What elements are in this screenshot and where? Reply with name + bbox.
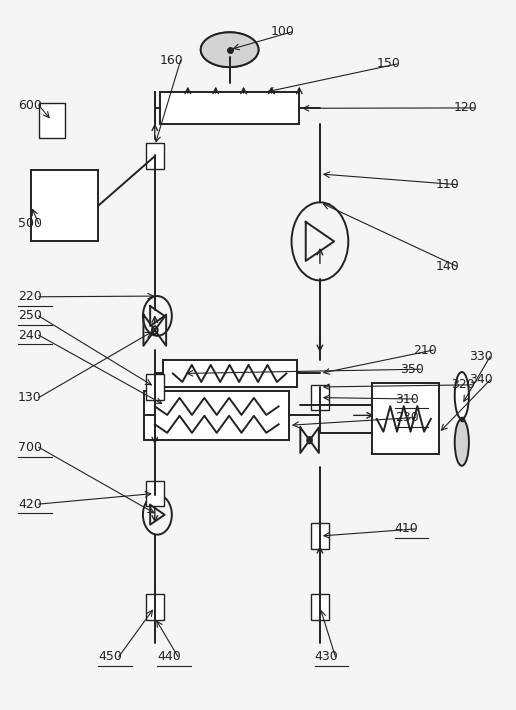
Bar — [311, 523, 329, 549]
Polygon shape — [201, 33, 259, 67]
Bar — [144, 391, 289, 440]
Text: 420: 420 — [18, 498, 42, 510]
Text: 450: 450 — [98, 650, 122, 663]
Bar — [146, 481, 164, 506]
Text: 330: 330 — [470, 350, 493, 363]
Text: 320: 320 — [452, 378, 475, 391]
Text: 230: 230 — [395, 411, 418, 424]
Text: 250: 250 — [18, 310, 42, 322]
Text: 340: 340 — [470, 373, 493, 386]
Text: 600: 600 — [18, 99, 42, 111]
Text: 120: 120 — [454, 102, 478, 114]
Text: 500: 500 — [18, 217, 42, 230]
Ellipse shape — [455, 372, 469, 419]
Bar — [39, 103, 64, 138]
Text: 160: 160 — [160, 54, 184, 67]
Bar — [160, 92, 299, 124]
Text: 440: 440 — [157, 650, 181, 663]
Text: 350: 350 — [400, 363, 424, 376]
Text: 130: 130 — [18, 391, 42, 404]
Polygon shape — [201, 33, 259, 67]
Text: 210: 210 — [413, 344, 437, 356]
Text: 410: 410 — [395, 523, 418, 535]
Text: 700: 700 — [18, 441, 42, 454]
Bar — [31, 170, 98, 241]
Bar — [163, 360, 297, 387]
Text: 430: 430 — [315, 650, 338, 663]
Text: 310: 310 — [395, 393, 418, 405]
Bar — [146, 594, 164, 620]
Bar — [372, 383, 439, 454]
Bar — [311, 594, 329, 620]
Bar — [146, 374, 164, 400]
Bar — [311, 385, 329, 410]
Text: 100: 100 — [271, 26, 295, 38]
Text: 220: 220 — [18, 290, 42, 303]
Text: 240: 240 — [18, 329, 42, 342]
Bar — [146, 143, 164, 169]
Text: 150: 150 — [377, 58, 400, 70]
Ellipse shape — [455, 419, 469, 466]
Text: 140: 140 — [436, 260, 460, 273]
Text: 110: 110 — [436, 178, 460, 191]
